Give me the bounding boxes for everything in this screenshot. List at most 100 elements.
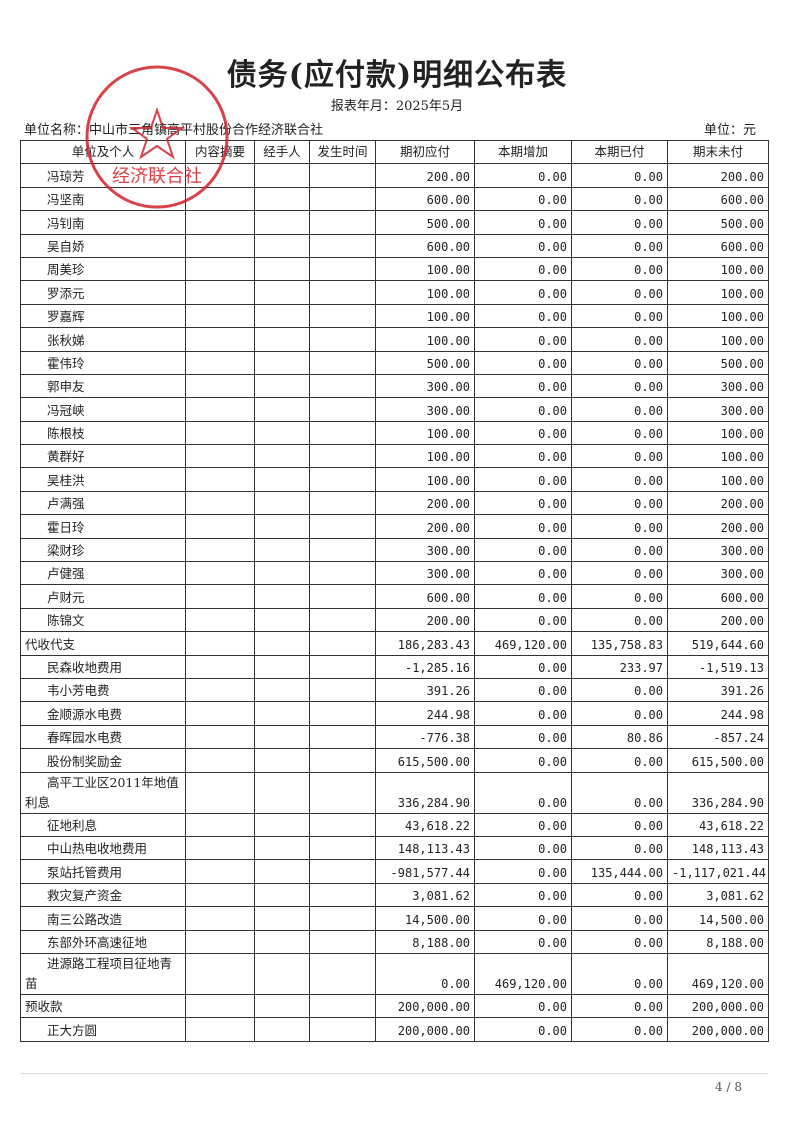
amount-cell: 0.00 — [474, 993, 572, 1019]
amount-cell: 0.00 — [571, 701, 668, 726]
amount-cell: 0.00 — [474, 327, 572, 352]
name-cell: 陈根枝 — [20, 420, 186, 446]
amount-cell: -1,519.13 — [667, 654, 769, 679]
empty-cell — [254, 654, 310, 679]
empty-cell — [309, 584, 376, 609]
amount-cell: 0.00 — [571, 444, 668, 469]
amount-cell: 0.00 — [474, 654, 572, 679]
table-row: 周美珍 100.00 0.00 0.00 100.00 — [20, 256, 769, 282]
empty-cell — [254, 350, 310, 375]
amount-cell: 300.00 — [375, 561, 475, 586]
amount-cell: 0.00 — [571, 1017, 668, 1042]
amount-cell: 8,188.00 — [375, 929, 475, 954]
empty-cell — [185, 835, 255, 861]
amount-cell: 200.00 — [667, 607, 769, 633]
amount-cell: 0.00 — [571, 350, 668, 375]
empty-cell — [185, 280, 255, 305]
name-cell: 黄群好 — [20, 444, 186, 469]
amount-cell: 600.00 — [667, 186, 769, 212]
empty-cell — [254, 882, 310, 908]
amount-cell: 0.00 — [571, 748, 668, 773]
empty-cell — [309, 420, 376, 446]
amount-cell: -1,117,021.44 — [667, 859, 769, 884]
table-row: 高平工业区2011年地值利息 336,284.90 0.00 0.00 336,284.… — [20, 771, 769, 814]
seal-text: 经济联合社 — [112, 166, 202, 187]
amount-cell: 300.00 — [667, 373, 769, 399]
amount-cell: 519,644.60 — [667, 631, 769, 656]
amount-cell: 500.00 — [375, 350, 475, 375]
amount-cell: 0.00 — [474, 812, 572, 837]
empty-cell — [254, 163, 310, 188]
table-row: 霍伟玲 500.00 0.00 0.00 500.00 — [20, 350, 769, 375]
amount-cell: 233.97 — [571, 654, 668, 679]
amount-cell: 200,000.00 — [667, 993, 769, 1019]
table-row: 卢财元 600.00 0.00 0.00 600.00 — [20, 584, 769, 609]
amount-cell: 0.00 — [474, 561, 572, 586]
name-cell: 高平工业区2011年地值利息 — [20, 771, 186, 814]
empty-cell — [185, 537, 255, 563]
amount-cell: 135,444.00 — [571, 859, 668, 884]
amount-cell: -857.24 — [667, 724, 769, 750]
empty-cell — [185, 771, 255, 814]
amount-cell: 300.00 — [375, 373, 475, 399]
amount-cell: 0.00 — [571, 835, 668, 861]
empty-cell — [254, 677, 310, 703]
empty-cell — [185, 748, 255, 773]
empty-cell — [185, 654, 255, 679]
page-number: 4 / 8 — [715, 1080, 742, 1094]
amount-cell: 0.00 — [571, 929, 668, 954]
amount-cell: 200.00 — [667, 163, 769, 188]
amount-cell: 600.00 — [375, 233, 475, 258]
name-cell: 吴桂洪 — [20, 467, 186, 492]
amount-cell: 0.00 — [571, 993, 668, 1019]
empty-cell — [309, 748, 376, 773]
amount-cell: 0.00 — [474, 584, 572, 609]
name-cell: 正大方圆 — [20, 1017, 186, 1042]
amount-cell: 200.00 — [375, 163, 475, 188]
empty-cell — [254, 929, 310, 954]
table-row: 正大方圆 200,000.00 0.00 0.00 200,000.00 — [20, 1017, 769, 1042]
table-row: 预收款 200,000.00 0.00 0.00 200,000.00 — [20, 993, 769, 1019]
empty-cell — [254, 812, 310, 837]
table-row: 韦小芳电费 391.26 0.00 0.00 391.26 — [20, 677, 769, 703]
column-header: 内容摘要 — [185, 139, 255, 165]
amount-cell: 391.26 — [667, 677, 769, 703]
amount-cell: 100.00 — [667, 327, 769, 352]
amount-cell: 100.00 — [667, 467, 769, 492]
amount-cell: 244.98 — [375, 701, 475, 726]
amount-cell: 0.00 — [571, 280, 668, 305]
table-row: 泵站托管费用 -981,577.44 0.00 135,444.00 -1,117,02… — [20, 859, 769, 884]
empty-cell — [309, 397, 376, 422]
empty-cell — [185, 350, 255, 375]
amount-cell: 200.00 — [667, 490, 769, 516]
table-row: 征地利息 43,618.22 0.00 0.00 43,618.22 — [20, 812, 769, 837]
empty-cell — [185, 373, 255, 399]
empty-cell — [185, 631, 255, 656]
amount-cell: 469,120.00 — [474, 952, 572, 995]
amount-cell: 0.00 — [571, 537, 668, 563]
amount-cell: 300.00 — [667, 561, 769, 586]
amount-cell: 0.00 — [571, 906, 668, 931]
table-row: 黄群好 100.00 0.00 0.00 100.00 — [20, 444, 769, 469]
amount-cell: 336,284.90 — [667, 771, 769, 814]
empty-cell — [254, 186, 310, 212]
empty-cell — [309, 350, 376, 375]
amount-cell: 244.98 — [667, 701, 769, 726]
empty-cell — [185, 584, 255, 609]
amount-cell: 600.00 — [375, 584, 475, 609]
name-cell: 股份制奖励金 — [20, 748, 186, 773]
empty-cell — [185, 467, 255, 492]
amount-cell: 0.00 — [474, 701, 572, 726]
name-cell: 陈锦文 — [20, 607, 186, 633]
empty-cell — [254, 701, 310, 726]
amount-cell: 0.00 — [571, 210, 668, 235]
amount-cell: 336,284.90 — [375, 771, 475, 814]
empty-cell — [254, 835, 310, 861]
empty-cell — [254, 420, 310, 446]
empty-cell — [309, 882, 376, 908]
amount-cell: 200.00 — [667, 514, 769, 539]
empty-cell — [185, 882, 255, 908]
empty-cell — [185, 929, 255, 954]
amount-cell: 8,188.00 — [667, 929, 769, 954]
name-cell: 征地利息 — [20, 812, 186, 837]
